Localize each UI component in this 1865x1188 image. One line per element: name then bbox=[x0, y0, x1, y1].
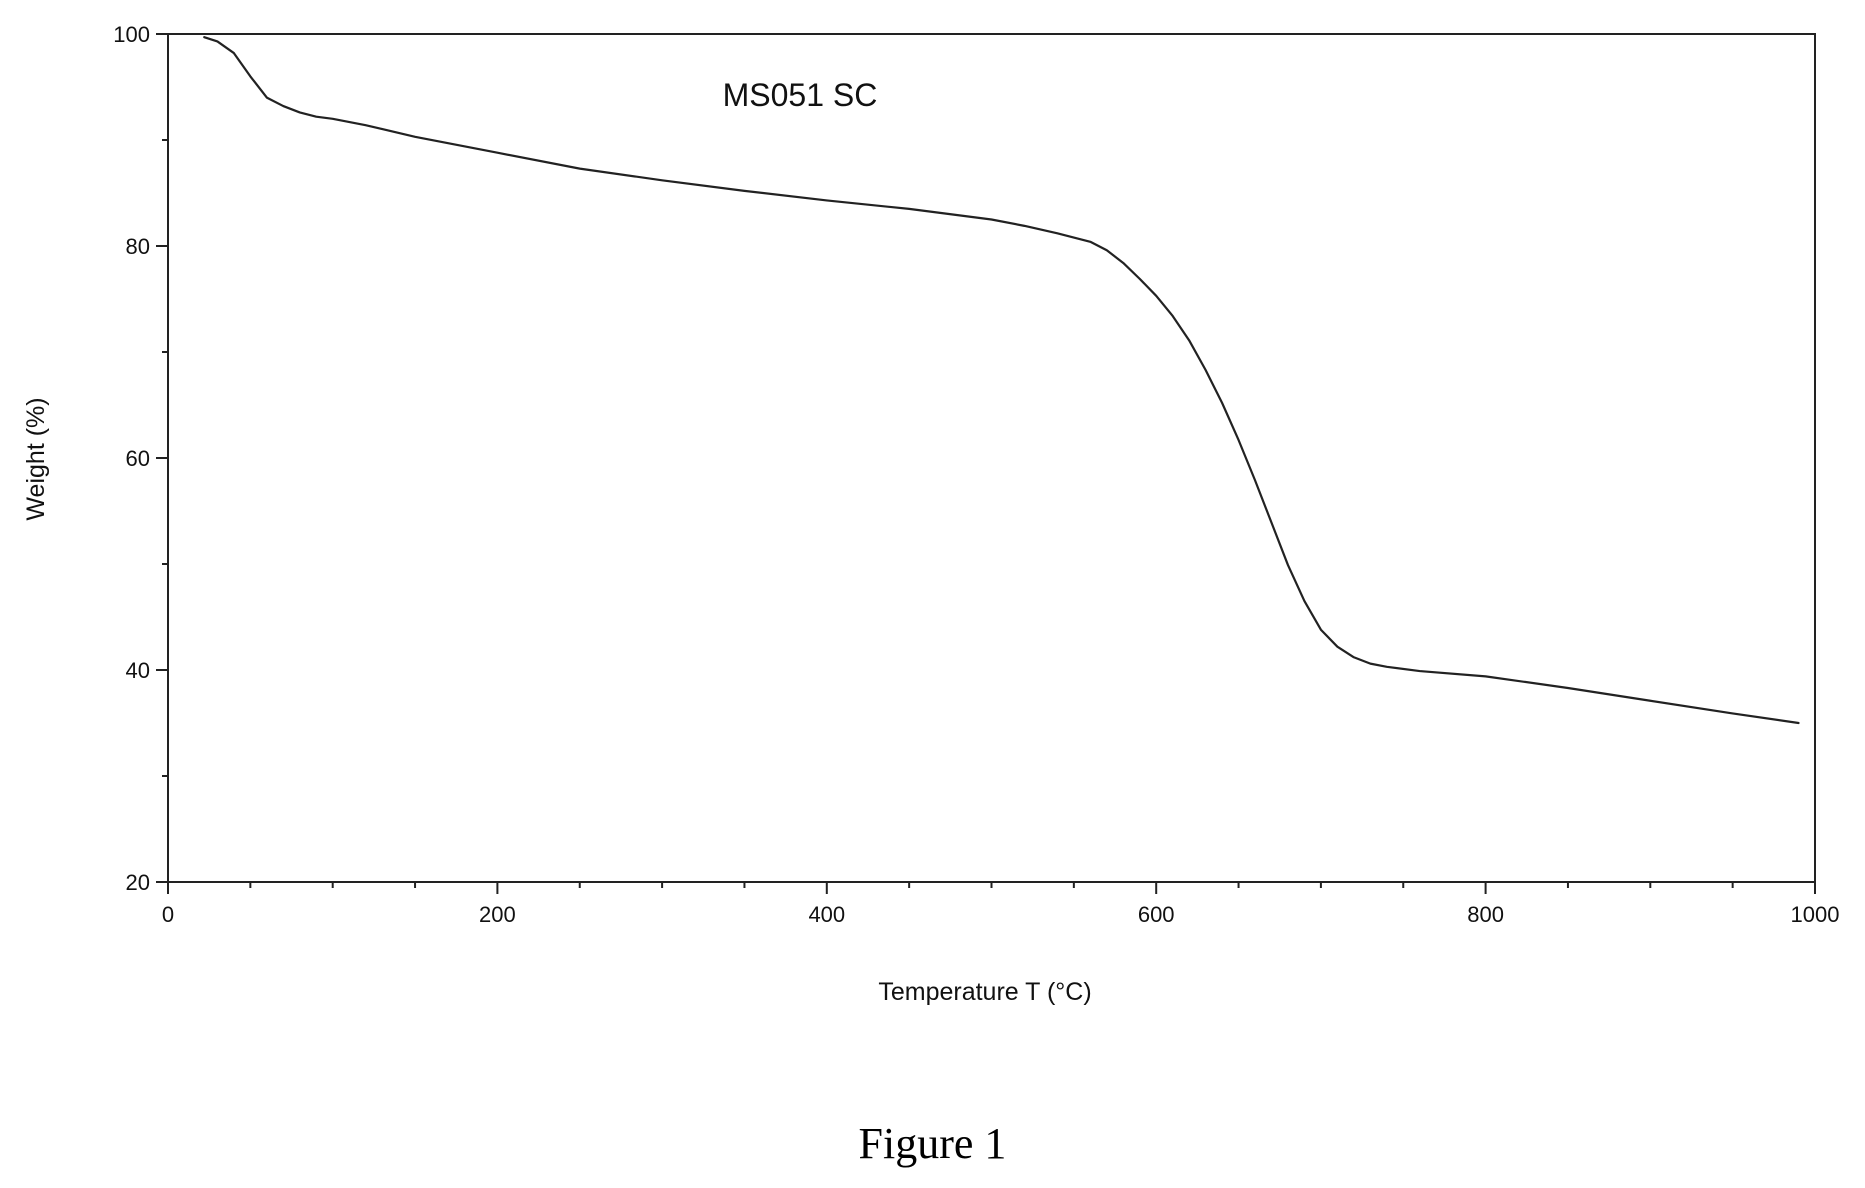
x-tick-label: 600 bbox=[1138, 902, 1175, 927]
x-tick-label: 0 bbox=[162, 902, 174, 927]
figure-caption: Figure 1 bbox=[858, 1119, 1007, 1168]
sample-annotation: MS051 SC bbox=[723, 77, 878, 113]
x-tick-label: 1000 bbox=[1791, 902, 1840, 927]
plot-axes bbox=[167, 33, 1816, 883]
x-axis-label: Temperature T (°C) bbox=[878, 978, 1091, 1006]
y-tick-label: 20 bbox=[126, 870, 150, 895]
y-tick-label: 40 bbox=[126, 658, 150, 683]
weight-loss-curve bbox=[203, 36, 1800, 725]
plot-frame bbox=[167, 33, 1816, 883]
major-ticks bbox=[156, 33, 1816, 894]
y-tick-label: 100 bbox=[113, 22, 150, 47]
y-tick-label: 60 bbox=[126, 446, 150, 471]
x-tick-label: 800 bbox=[1467, 902, 1504, 927]
y-tick-label: 80 bbox=[126, 234, 150, 259]
x-tick-label: 400 bbox=[808, 902, 845, 927]
y-tick-labels: 20 40 60 80 100 bbox=[113, 22, 150, 895]
x-tick-label: 200 bbox=[479, 902, 516, 927]
y-axis-label: Weight (%) bbox=[22, 397, 50, 520]
x-tick-labels: 0 200 400 600 800 1000 bbox=[162, 902, 1840, 927]
minor-ticks bbox=[162, 139, 1734, 888]
